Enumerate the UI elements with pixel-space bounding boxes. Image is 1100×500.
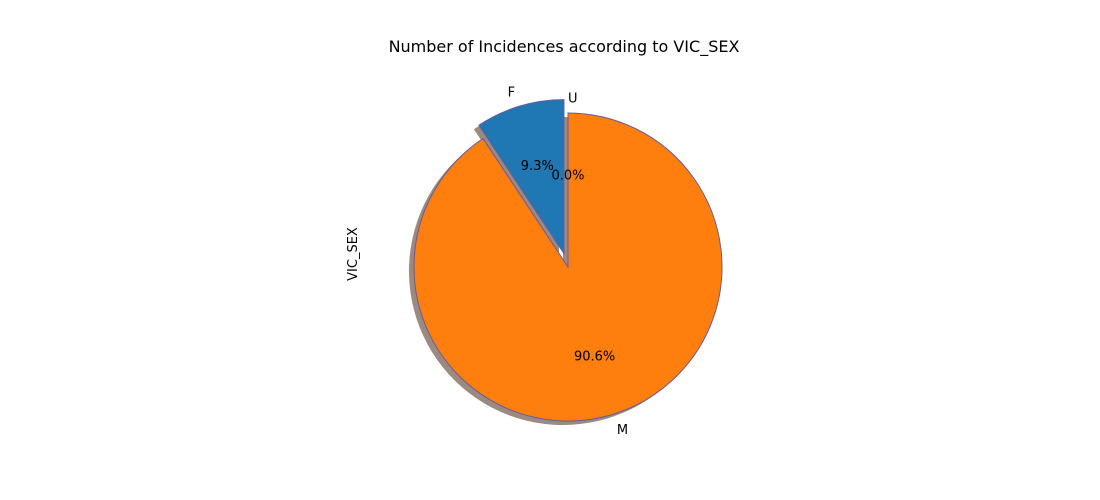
slice-label-f: F (508, 85, 515, 100)
slice-labels: F 9.3% M 90.6% U 0.0% (508, 85, 628, 438)
pie-slice-f (478, 99, 565, 256)
slice-label-u: U (568, 92, 578, 107)
percent-label-f: 9.3% (521, 159, 554, 174)
percent-label-u: 0.0% (551, 169, 584, 184)
chart-title: Number of Incidences according to VIC_SE… (389, 37, 740, 57)
y-axis-label: VIC_SEX (346, 227, 361, 281)
slice-label-m: M (617, 423, 628, 438)
percent-label-m: 90.6% (574, 349, 615, 364)
pie-slices (413, 99, 723, 422)
